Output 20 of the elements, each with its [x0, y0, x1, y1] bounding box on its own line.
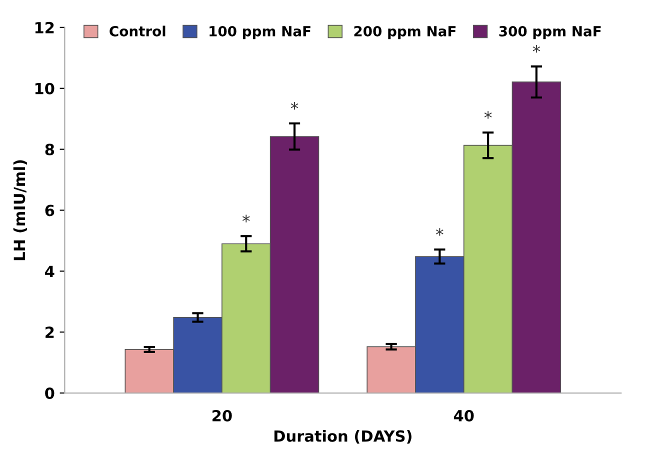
x-tick-label: 40 [454, 410, 474, 422]
data-label: * [484, 111, 492, 119]
y-tick-label: 2 [46, 326, 54, 338]
y-tick-label: 0 [45, 387, 54, 400]
y-axis-title: LH (mIU/ml) [13, 160, 27, 260]
data-label: * [290, 102, 298, 110]
legend-label: Control [110, 26, 166, 36]
legend-label: 300 ppm NaF [499, 26, 601, 40]
y-tick-label: 12 [35, 22, 54, 34]
y-tick-label: 8 [45, 144, 54, 156]
y-tick-label: 10 [35, 82, 54, 94]
y-tick-label: 4 [45, 266, 54, 277]
x-tick-label: 20 [212, 410, 232, 422]
data-label: * [436, 228, 444, 236]
x-axis-title: Duration (DAYS) [274, 430, 412, 444]
legend-label: 200 ppm NaF [354, 26, 456, 40]
y-tick-label: 6 [45, 204, 54, 216]
data-label: * [242, 214, 250, 222]
data-label: * [532, 45, 540, 53]
legend-label: 100 ppm NaF [210, 26, 310, 40]
